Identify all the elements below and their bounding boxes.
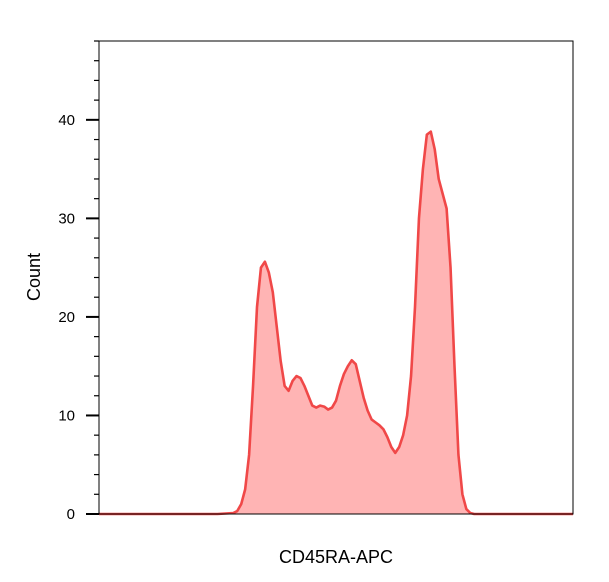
y-axis-tick-labels: 0 10 20 30 40 xyxy=(58,112,75,523)
y-axis-label: Count xyxy=(24,253,44,301)
plot-frame xyxy=(98,40,574,515)
y-tick-label: 30 xyxy=(58,210,75,227)
y-axis-ticks xyxy=(86,40,99,515)
series-layer xyxy=(99,130,573,516)
y-tick-label: 0 xyxy=(67,506,75,523)
y-tick-label: 10 xyxy=(58,407,75,424)
y-tick-label: 20 xyxy=(58,309,75,326)
y-tick-label: 40 xyxy=(58,112,75,129)
x-axis-label: CD45RA-APC xyxy=(279,547,393,567)
series-area-fill xyxy=(99,131,573,514)
series-line xyxy=(99,130,573,516)
